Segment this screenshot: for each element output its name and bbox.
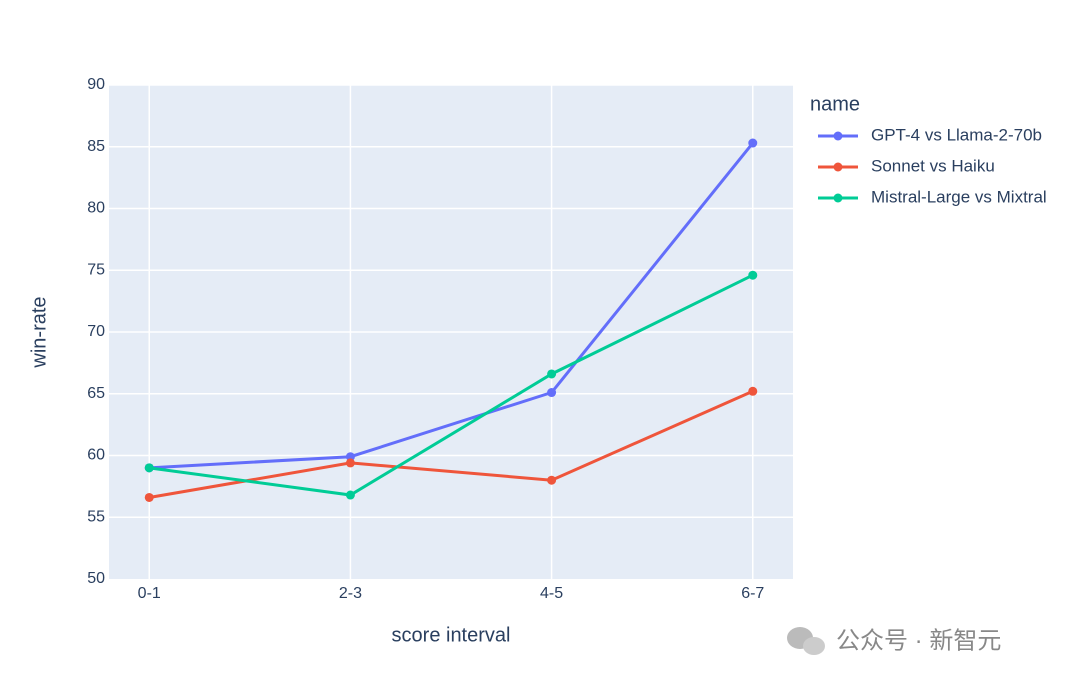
x-axis-title: score interval xyxy=(392,624,511,646)
legend-marker xyxy=(833,193,843,203)
marker xyxy=(547,369,557,379)
series-line xyxy=(149,142,754,470)
x-tick-label: 0-1 xyxy=(138,585,161,602)
marker xyxy=(345,458,355,468)
legend-marker xyxy=(833,131,843,141)
y-tick-label: 50 xyxy=(87,570,105,587)
series-line xyxy=(149,273,754,497)
marker xyxy=(547,475,557,485)
y-tick-label: 55 xyxy=(87,508,105,525)
marker xyxy=(748,138,758,148)
y-axis-title: win-rate xyxy=(28,296,50,368)
watermark-icon xyxy=(787,627,825,655)
y-tick-label: 60 xyxy=(87,447,105,464)
marker xyxy=(547,388,557,398)
watermark: 公众号 · 新智元 xyxy=(836,627,1001,654)
y-tick-label: 70 xyxy=(87,323,105,340)
marker xyxy=(144,463,154,473)
marker xyxy=(345,452,355,462)
marker xyxy=(748,386,758,396)
y-tick-label: 75 xyxy=(87,261,105,278)
y-tick-label: 65 xyxy=(87,385,105,402)
legend-label: Sonnet vs Haiku xyxy=(871,156,995,175)
legend-label: Mistral-Large vs Mixtral xyxy=(871,187,1047,206)
marker xyxy=(144,492,154,502)
x-tick-label: 6-7 xyxy=(741,585,764,602)
x-tick-label: 2-3 xyxy=(339,585,362,602)
x-tick-label: 4-5 xyxy=(540,585,563,602)
y-tick-label: 85 xyxy=(87,138,105,155)
marker xyxy=(748,270,758,280)
y-tick-label: 80 xyxy=(87,200,105,217)
legend-title: name xyxy=(810,93,860,115)
y-tick-label: 90 xyxy=(87,76,105,93)
legend-label: GPT-4 vs Llama-2-70b xyxy=(871,125,1042,144)
legend-marker xyxy=(833,162,843,172)
marker xyxy=(345,490,355,500)
